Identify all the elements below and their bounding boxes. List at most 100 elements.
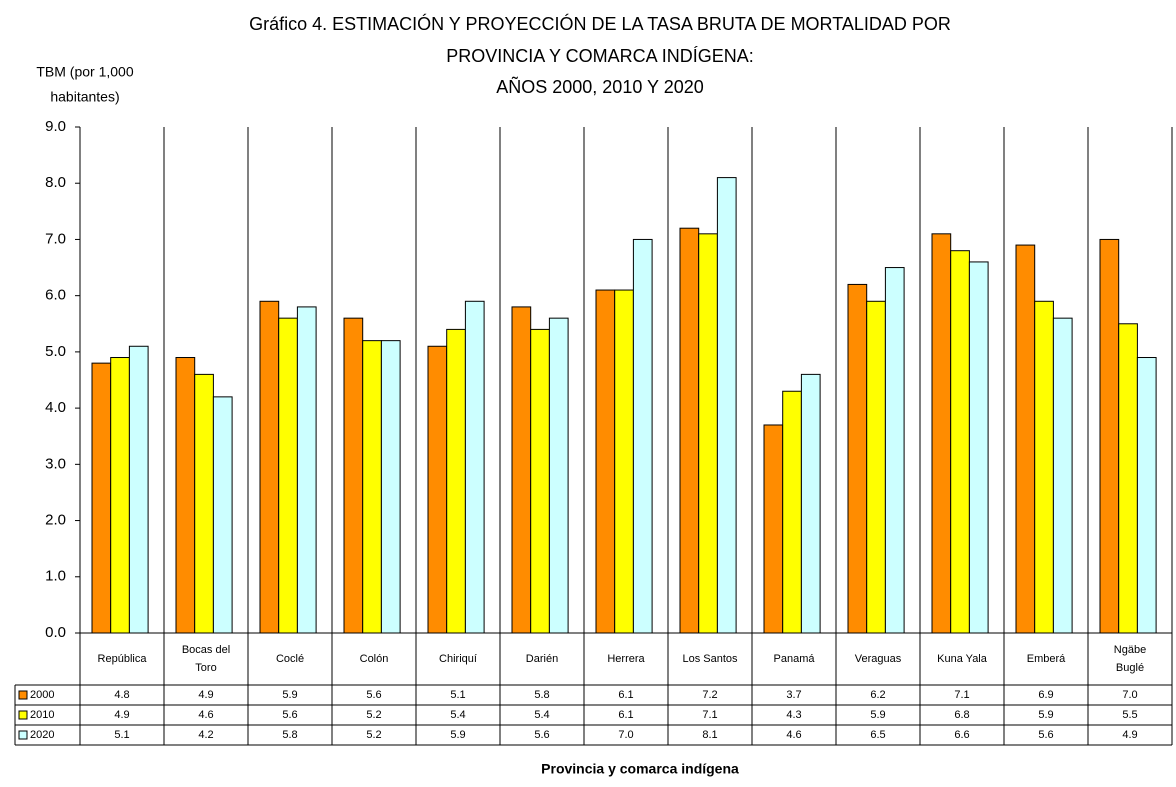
table-value: 7.0 [1122, 689, 1137, 701]
legend-label: 2000 [30, 689, 54, 701]
bar [464, 300, 485, 634]
table-value: 5.6 [282, 709, 297, 721]
bar [548, 317, 569, 634]
table-value: 6.8 [954, 709, 969, 721]
table-value: 5.9 [870, 709, 885, 721]
table-value: 6.6 [954, 729, 969, 741]
table-value: 6.2 [870, 689, 885, 701]
bar [110, 357, 130, 634]
y-tick-label: 7.0 [45, 230, 66, 247]
table-value: 5.2 [366, 729, 381, 741]
bar [782, 390, 802, 634]
category-label: Emberá [1027, 653, 1066, 665]
y-tick-label: 5.0 [45, 343, 66, 360]
bar [847, 283, 868, 634]
table-value: 5.8 [282, 729, 297, 741]
bar [212, 396, 233, 634]
bar [595, 289, 616, 634]
bar [679, 227, 700, 634]
y-tick-label: 0.0 [45, 624, 66, 641]
category-label: Colón [360, 653, 389, 665]
bar [1099, 238, 1120, 634]
table-value: 5.6 [366, 689, 381, 701]
legend-label: 2020 [30, 729, 54, 741]
table-value: 4.6 [198, 709, 213, 721]
bar [968, 261, 989, 634]
category-label: República [98, 653, 148, 665]
table-value: 5.8 [534, 689, 549, 701]
category-label: Coclé [276, 653, 304, 665]
x-axis-label: Provincia y comarca indígena [541, 761, 739, 777]
bar [427, 345, 448, 634]
legend-key [18, 690, 28, 700]
bar [866, 300, 886, 634]
table-value: 5.5 [1122, 709, 1137, 721]
bar [1136, 357, 1157, 634]
bar [1118, 323, 1138, 634]
table-value: 5.6 [534, 729, 549, 741]
chart-title: Gráfico 4. ESTIMACIÓN Y PROYECCIÓN DE LA… [249, 13, 951, 34]
category-label: Herrera [607, 653, 645, 665]
category-label: Veraguas [855, 653, 902, 665]
table-value: 4.9 [114, 709, 129, 721]
legend-key [18, 730, 28, 740]
bar [446, 328, 466, 634]
bar [194, 373, 214, 634]
category-label: Los Santos [682, 653, 738, 665]
table-value: 4.2 [198, 729, 213, 741]
chart-title: AÑOS 2000, 2010 Y 2020 [496, 76, 704, 97]
category-label: Bocas del Toro [182, 644, 230, 674]
category-label: Kuna Yala [937, 653, 988, 665]
table-value: 5.9 [1038, 709, 1053, 721]
table-value: 4.9 [1122, 729, 1137, 741]
table-value: 5.6 [1038, 729, 1053, 741]
table-value: 5.4 [534, 709, 549, 721]
y-tick-label: 2.0 [45, 512, 66, 529]
bar [1015, 244, 1036, 634]
y-tick-label: 8.0 [45, 174, 66, 191]
table-value: 7.1 [702, 709, 717, 721]
table-value: 5.2 [366, 709, 381, 721]
legend-key [18, 710, 28, 720]
y-axis-label: habitantes) [50, 89, 119, 105]
y-tick-label: 4.0 [45, 399, 66, 416]
bar [128, 345, 149, 634]
table-value: 4.9 [198, 689, 213, 701]
table-value: 5.9 [450, 729, 465, 741]
table-value: 5.1 [114, 729, 129, 741]
bar [530, 328, 550, 634]
bar [632, 238, 653, 634]
y-tick-label: 9.0 [45, 118, 66, 135]
table-value: 5.1 [450, 689, 465, 701]
table-value: 7.1 [954, 689, 969, 701]
bar [1034, 300, 1054, 634]
y-tick-label: 6.0 [45, 287, 66, 304]
bar [296, 306, 317, 634]
category-label: Darién [526, 653, 558, 665]
chart-title: PROVINCIA Y COMARCA INDÍGENA: [446, 46, 753, 66]
table-value: 6.9 [1038, 689, 1053, 701]
bar [614, 289, 634, 634]
bar [884, 267, 905, 634]
bar [259, 300, 280, 634]
table-value: 7.2 [702, 689, 717, 701]
table-value: 4.8 [114, 689, 129, 701]
y-tick-label: 1.0 [45, 568, 66, 585]
table-value: 6.1 [618, 709, 633, 721]
bar [175, 357, 196, 634]
y-tick-label: 3.0 [45, 455, 66, 472]
category-label: Chiriquí [439, 653, 477, 665]
table-value: 5.9 [282, 689, 297, 701]
bar [380, 340, 401, 634]
bar [511, 306, 532, 634]
bar [698, 233, 718, 634]
table-value: 4.6 [786, 729, 801, 741]
bar [362, 340, 382, 634]
category-label: Panamá [774, 653, 816, 665]
bar [91, 362, 112, 634]
bar [931, 233, 952, 634]
table-value: 5.4 [450, 709, 465, 721]
table-value: 6.1 [618, 689, 633, 701]
category-label: Ngäbe Buglé [1114, 644, 1146, 674]
